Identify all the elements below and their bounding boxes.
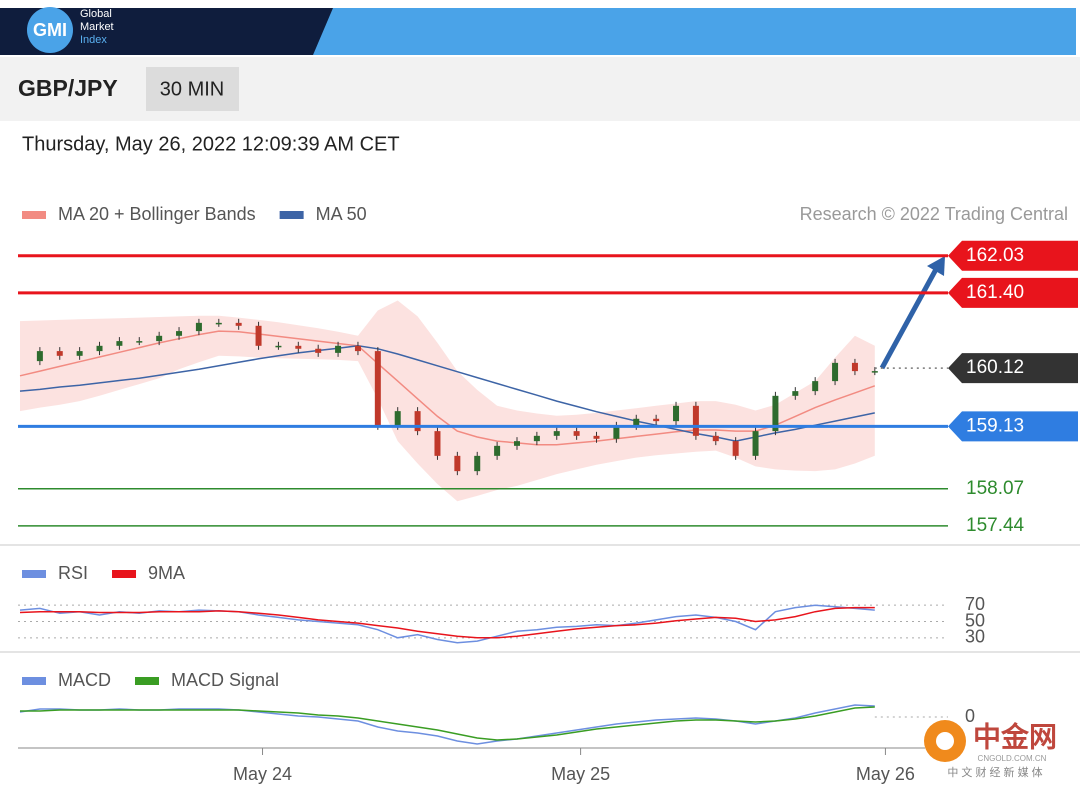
legend-swatch [112,570,137,578]
legend-swatch [135,677,159,685]
forecast-arrow [879,260,943,370]
y-tick-label: 0 [965,706,975,726]
candle [832,362,839,382]
candle [712,435,719,442]
level-box [948,240,1078,271]
candle [752,431,759,456]
candle [354,345,361,352]
legend-swatch [279,211,304,219]
candle [275,345,282,348]
candle [295,345,302,349]
legend-label: 9MA [148,563,185,583]
legend-swatch [22,211,46,219]
candle [255,325,262,346]
candle [673,405,680,422]
candle [156,335,163,342]
candle [434,431,441,456]
level-label: 162.03 [966,245,1024,266]
watermark-logo-inner [936,732,954,750]
timeframe[interactable]: 30 MIN [160,78,224,100]
indicator-line [20,706,875,741]
candle [772,395,779,432]
level-label: 158.07 [966,478,1024,499]
timeframe-box[interactable] [146,67,239,111]
legend-swatch [22,677,46,685]
candle [653,418,660,422]
symbol: GBP/JPY [18,75,118,101]
candle [593,435,600,439]
y-tick-label: 70 [965,594,985,614]
candle [553,431,560,436]
candle [732,441,739,456]
moving-average [19,345,875,442]
level-label: 160.12 [966,357,1024,378]
candle [394,411,401,426]
header-logo-area [0,8,333,55]
level-box [948,353,1078,384]
legend-label: MACD [58,670,111,690]
brand-line: Index [80,34,107,46]
candle [36,351,43,362]
candle [633,418,640,426]
bollinger-band [20,300,875,502]
candle [56,351,63,356]
candle [474,455,481,472]
candle [176,331,183,336]
candle [812,381,819,392]
candle [136,341,143,343]
candle [315,348,322,353]
moving-average [19,330,876,446]
candle [871,371,878,373]
legend-label: MA 50 [316,204,367,224]
watermark-slogan: 中 文 财 经 新 媒 体 [947,765,1042,779]
candle [96,345,103,352]
candle [494,445,501,456]
forecast-arrowhead [927,256,945,276]
candle [374,351,381,426]
level-box [948,277,1078,308]
candle [692,405,699,436]
x-tick-label: May 26 [856,764,915,784]
logo-circle [27,7,73,53]
legend-label: MA 20 + Bollinger Bands [58,204,256,224]
level-label: 157.44 [966,515,1025,536]
candle [215,322,222,325]
candle [335,345,342,353]
candle [851,362,858,372]
y-tick-label: 50 [965,610,985,630]
level-label: 159.13 [966,415,1024,436]
source: Research © 2022 Trading Central [800,204,1068,224]
candle [513,441,520,446]
watermark-name: 中金网 [973,720,1057,752]
y-tick-label: 30 [965,627,985,647]
candle [613,425,620,439]
legend-label: RSI [58,563,88,583]
candle [414,411,421,432]
x-tick-label: May 25 [551,764,610,784]
indicator-line [19,606,875,639]
legend-swatch [22,570,46,578]
candle [454,455,461,472]
watermark-site: CNGOLD.COM.CN [978,754,1047,763]
candle [573,431,580,436]
candle [76,351,83,356]
x-tick-label: May 24 [233,764,292,784]
level-box [948,411,1078,442]
candle [195,322,202,332]
candle [533,435,540,442]
header-bar [300,8,1076,55]
candle [235,322,242,326]
brand-line: Global [80,8,112,20]
level-label: 161.40 [966,282,1024,303]
candle [116,341,123,346]
brand-line: Market [80,21,114,33]
legend-label: MACD Signal [171,670,279,690]
candle [792,391,799,396]
datetime: Thursday, May 26, 2022 12:09:39 AM CET [22,133,400,155]
logo-text: GMI [33,20,67,40]
